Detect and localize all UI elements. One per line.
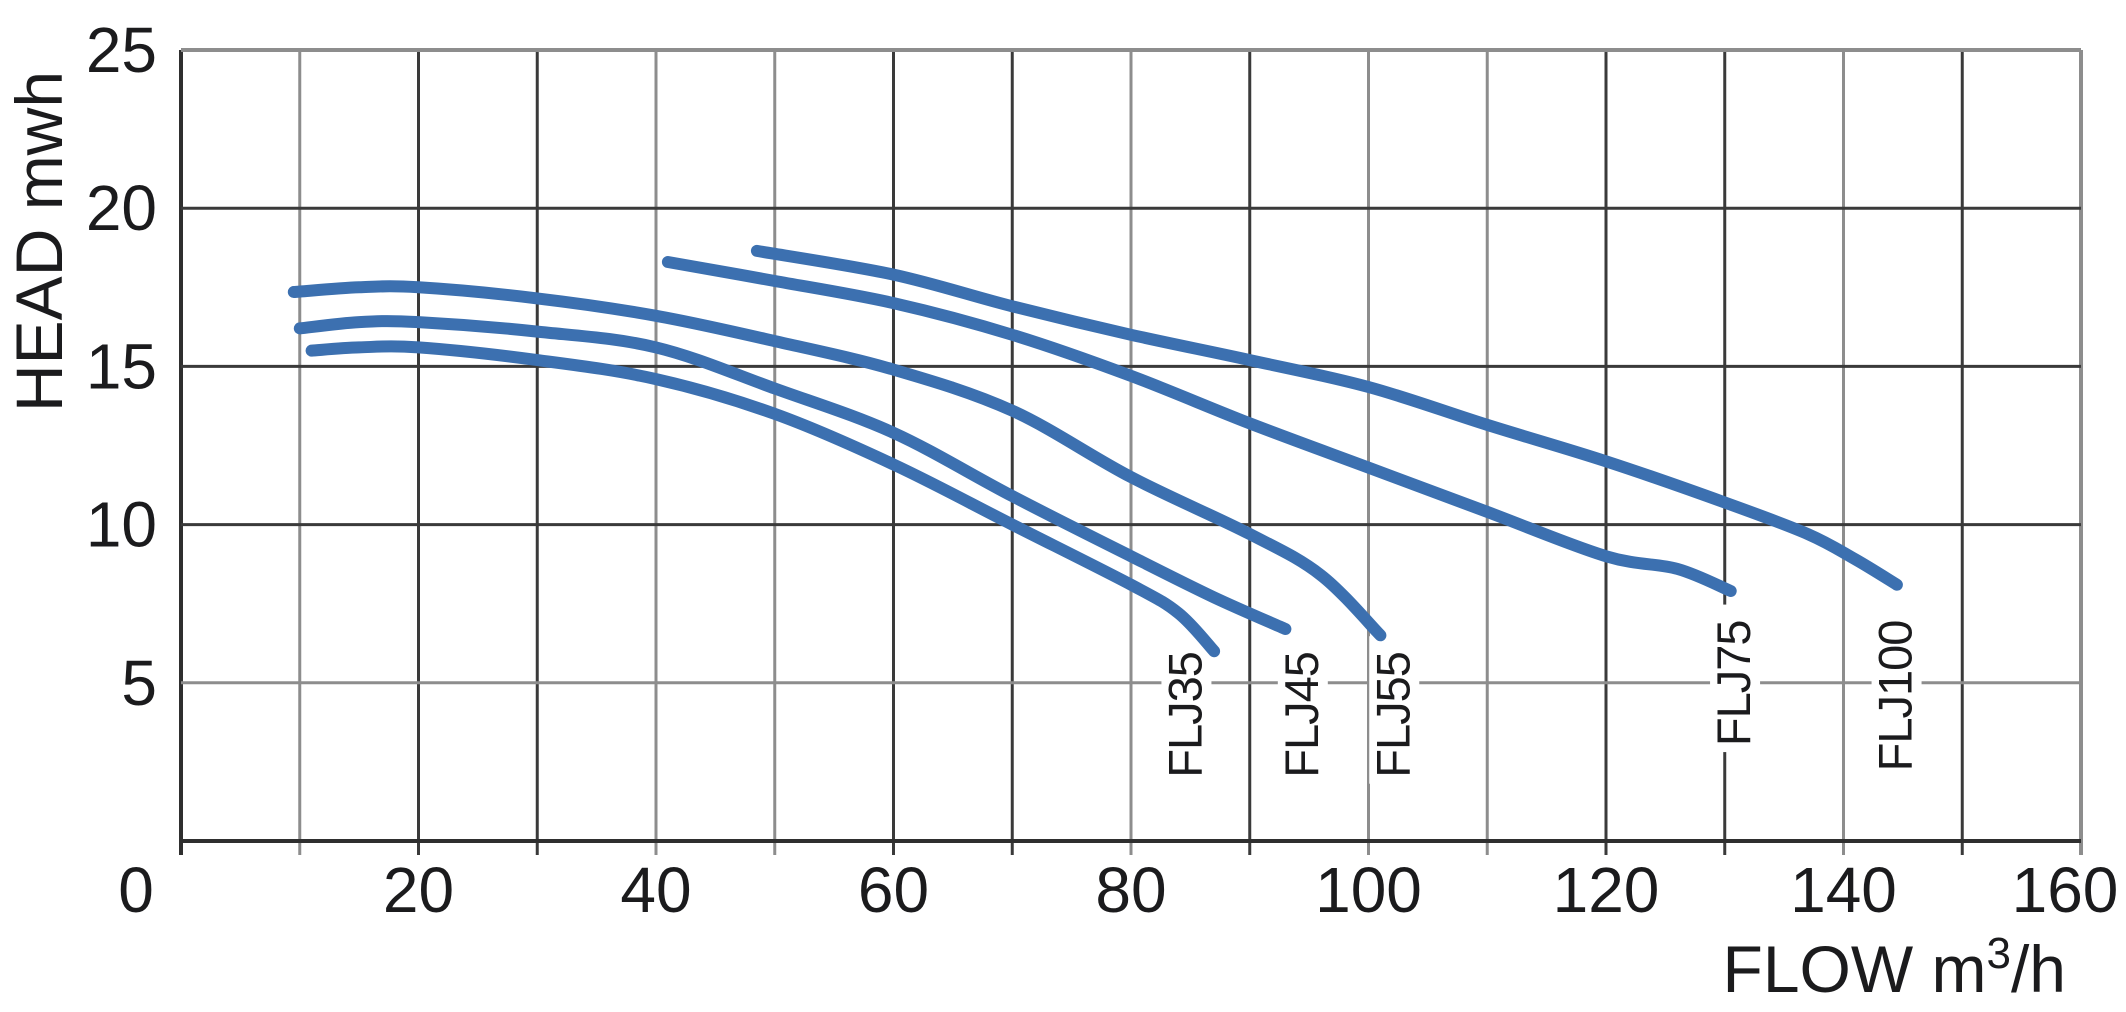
x-tick-label-0: 0 (118, 854, 154, 926)
x-tick-label-140: 140 (1790, 854, 1897, 926)
x-tick-label-40: 40 (620, 854, 691, 926)
curve-label-mask (1710, 604, 1761, 753)
x-tick-label-20: 20 (383, 854, 454, 926)
x-tick-label-120: 120 (1553, 854, 1660, 926)
curve-flj55 (287, 280, 1387, 642)
curve-layer (287, 244, 1903, 658)
curve-label-mask (1277, 636, 1328, 784)
grid-layer (179, 48, 2083, 855)
curve-label-layer: FLJ35 FLJ45 FLJ55 FLJ75 FLJ100 (1158, 604, 1922, 784)
y-tick-label-20: 20 (86, 172, 157, 244)
x-tick-label-80: 80 (1095, 854, 1166, 926)
curve-label-flj45: FLJ45 (1275, 636, 1328, 784)
curve-flj100 (750, 244, 1903, 591)
curve-label-text: FLJ75 (1707, 620, 1760, 746)
curve-label-text: FLJ35 (1158, 652, 1211, 778)
curve-flj45 (293, 315, 1292, 635)
x-axis-title: FLOW m3/h (1723, 929, 2067, 1006)
y-tick-label-5: 5 (121, 647, 157, 719)
curve-label-flj75: FLJ75 (1707, 604, 1761, 753)
curve-label-text: FLJ55 (1366, 652, 1419, 778)
curve-label-flj35: FLJ35 (1158, 636, 1212, 784)
curve-label-flj100: FLJ100 (1869, 604, 1922, 778)
y-tick-label-10: 10 (86, 489, 157, 561)
y-tick-label-25: 25 (86, 14, 157, 86)
curve-label-text: FLJ45 (1275, 652, 1328, 778)
x-tick-label-160: 160 (2012, 854, 2119, 926)
curve-label-text: FLJ100 (1869, 621, 1922, 772)
curve-flj35 (305, 340, 1221, 658)
curve-label-mask (1369, 636, 1420, 784)
y-axis-title: HEAD mwh (2, 71, 76, 412)
x-tick-label-60: 60 (858, 854, 929, 926)
curve-label-mask (1161, 636, 1212, 784)
y-tick-label-15: 15 (86, 330, 157, 402)
curve-label-flj55: FLJ55 (1366, 636, 1420, 784)
curve-label-mask (1871, 604, 1922, 778)
x-tick-label-100: 100 (1315, 854, 1422, 926)
curve-flj75 (661, 256, 1737, 597)
